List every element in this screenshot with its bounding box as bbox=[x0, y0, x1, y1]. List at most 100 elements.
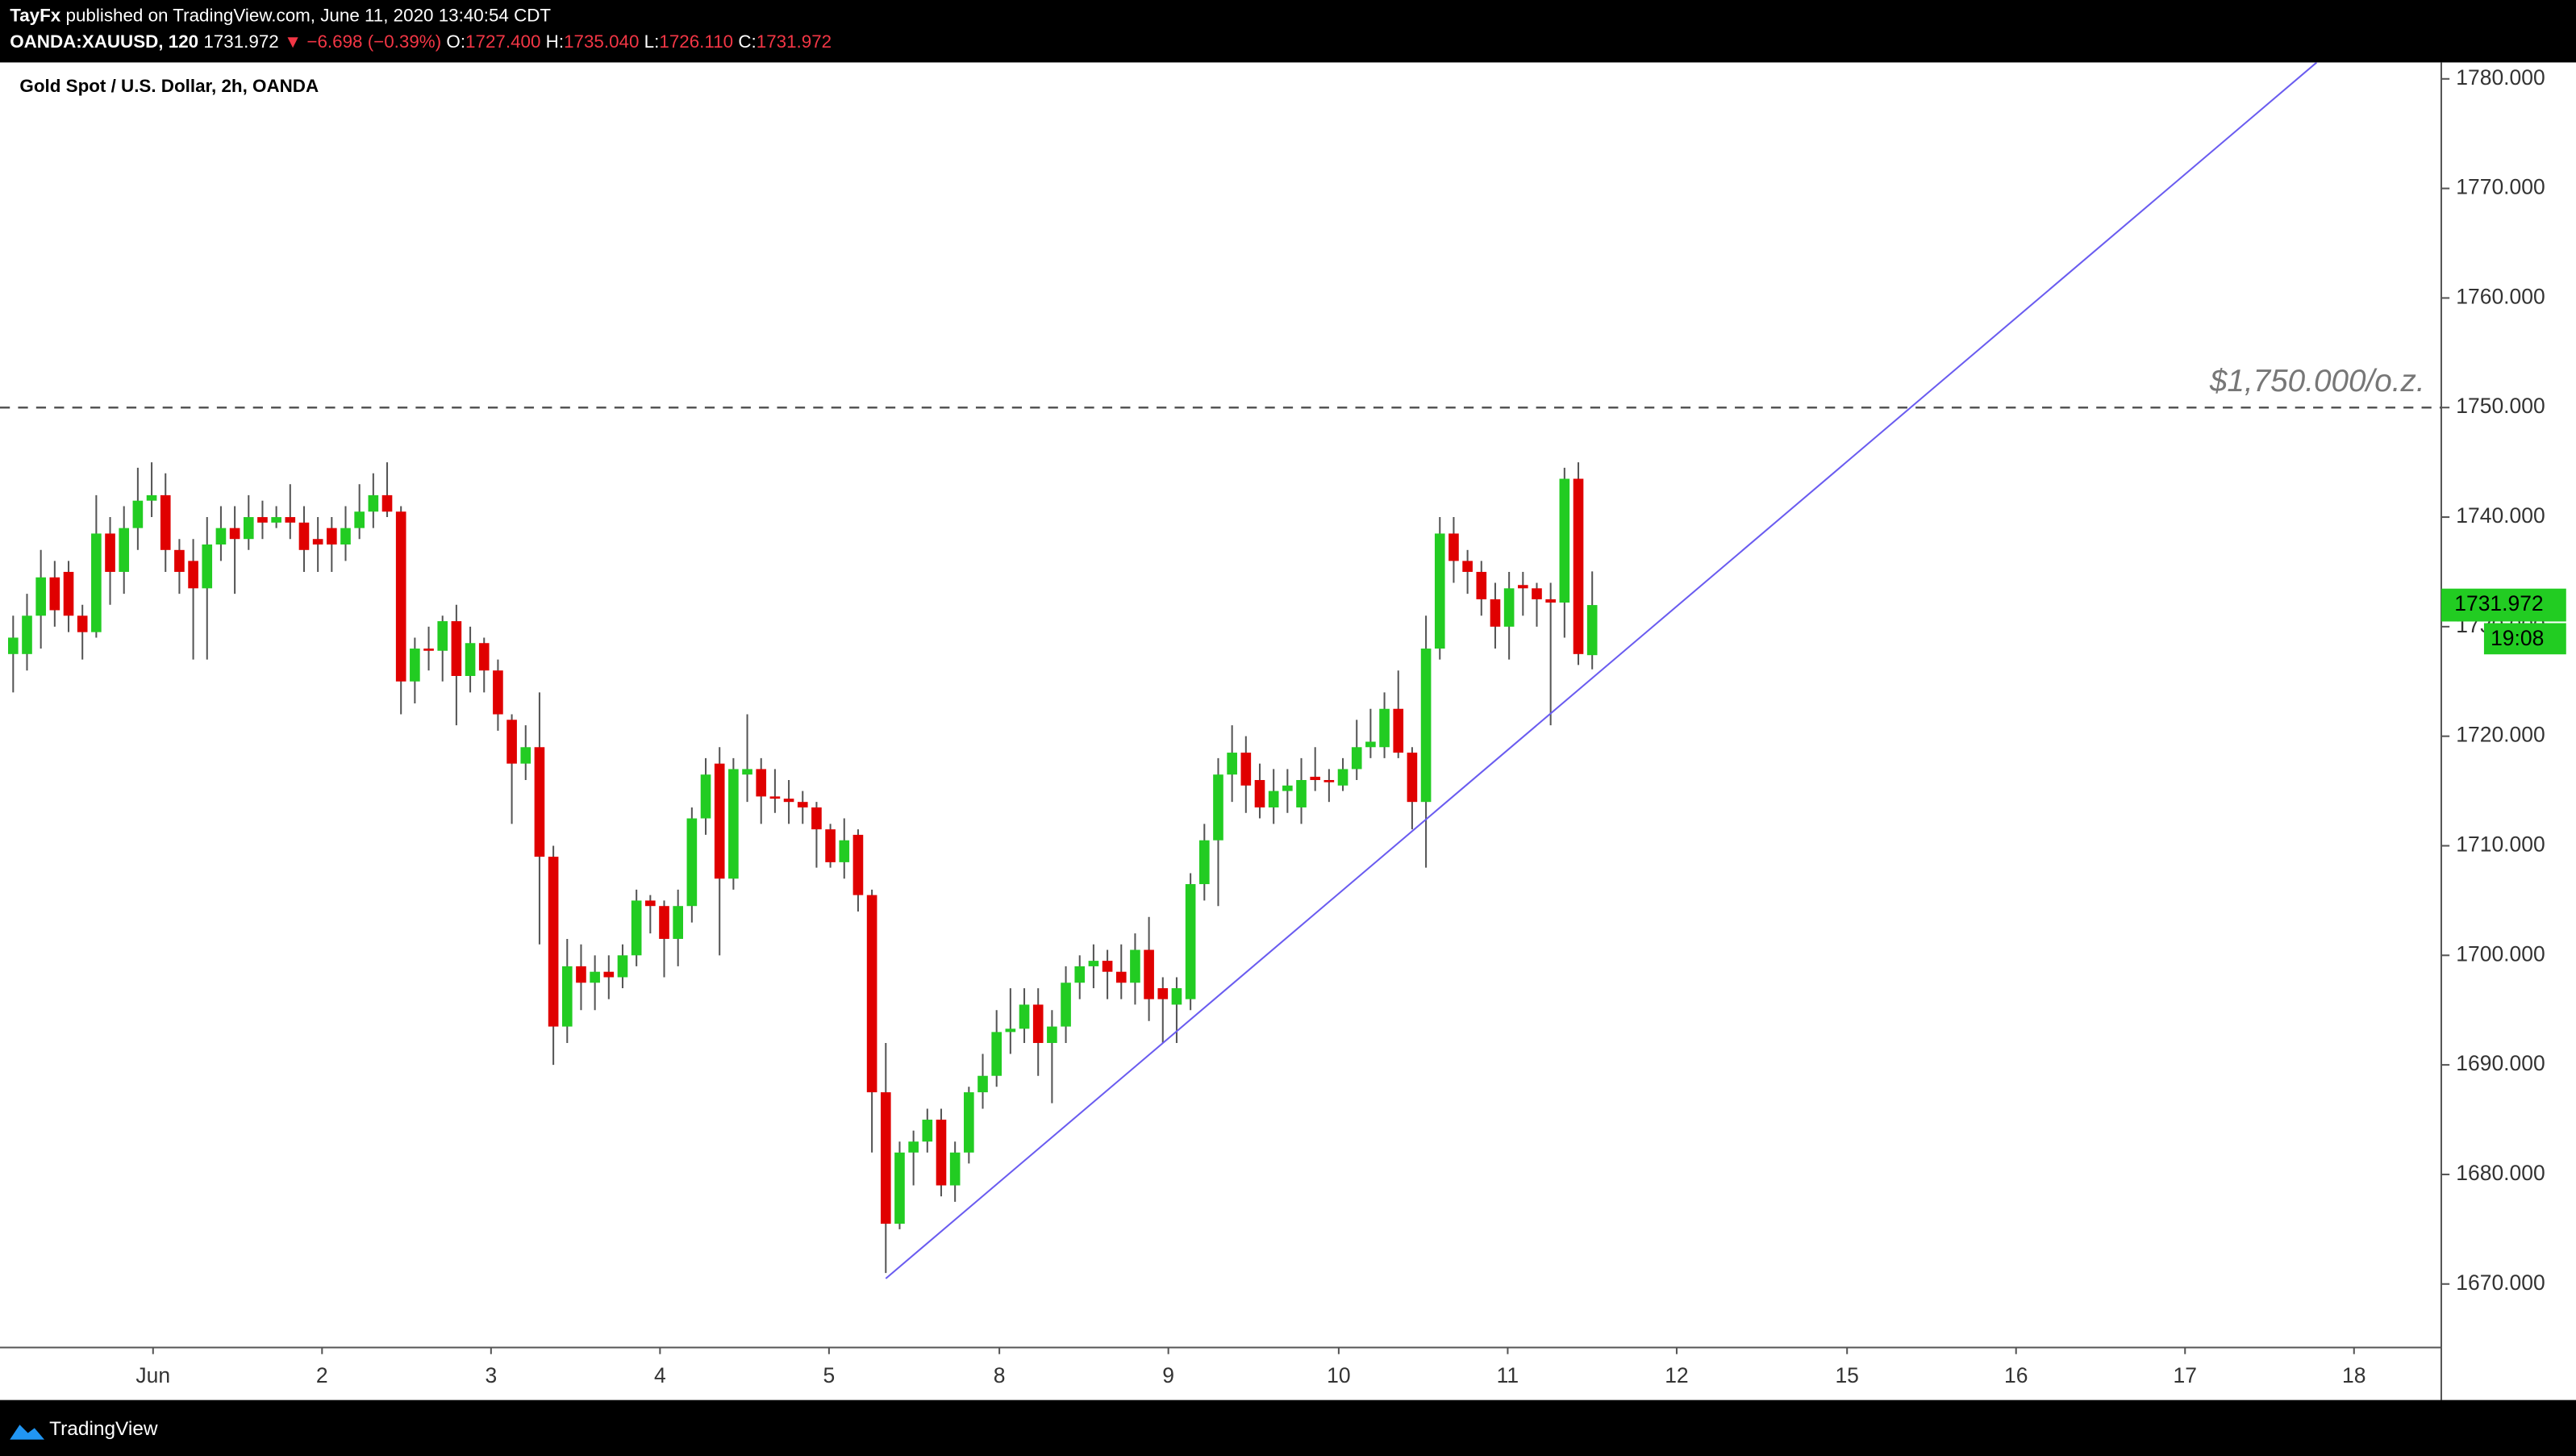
chart-area bbox=[0, 62, 2576, 1400]
candle-body bbox=[1365, 741, 1376, 748]
candle-body bbox=[1379, 708, 1390, 748]
y-tick-label: 1780.000 bbox=[2456, 65, 2545, 90]
candle-body bbox=[880, 1092, 891, 1224]
candle-body bbox=[631, 900, 642, 956]
candle-body bbox=[1337, 769, 1348, 786]
candle-body bbox=[1157, 988, 1169, 999]
symbol: OANDA:XAUUSD, 120 bbox=[10, 31, 198, 52]
last-price-box bbox=[2441, 588, 2566, 622]
candle-body bbox=[1282, 785, 1293, 791]
candle-body bbox=[1490, 599, 1501, 627]
candle-body bbox=[1102, 961, 1113, 972]
candle-body bbox=[1240, 753, 1252, 786]
candle-body bbox=[1061, 982, 1071, 1027]
c-label: C: bbox=[738, 31, 756, 52]
candle-body bbox=[576, 966, 586, 983]
candle-body bbox=[35, 577, 46, 616]
candle-body bbox=[1047, 1026, 1057, 1043]
y-tick-label: 1770.000 bbox=[2456, 175, 2545, 199]
candle-body bbox=[465, 643, 476, 676]
y-tick-label: 1740.000 bbox=[2456, 503, 2545, 528]
candle-body bbox=[1517, 585, 1528, 589]
candle-body bbox=[478, 643, 490, 671]
candle-body bbox=[1185, 884, 1196, 999]
candle-body bbox=[908, 1141, 919, 1153]
x-tick-label: 5 bbox=[823, 1363, 836, 1387]
candle-body bbox=[1115, 971, 1127, 983]
candle-body bbox=[1296, 780, 1307, 807]
y-tick-label: 1670.000 bbox=[2456, 1270, 2545, 1295]
candle-body bbox=[839, 840, 850, 862]
candle-body bbox=[243, 517, 254, 540]
footer-bar bbox=[0, 1400, 2576, 1456]
candle-body bbox=[1019, 1004, 1030, 1029]
h-label: H: bbox=[546, 31, 564, 52]
y-tick-label: 1710.000 bbox=[2456, 832, 2545, 857]
candle-body bbox=[91, 533, 102, 632]
candle-body bbox=[534, 747, 545, 857]
countdown-label: 19:08 bbox=[2491, 626, 2544, 650]
candle-body bbox=[1462, 561, 1473, 572]
candle-body bbox=[1213, 774, 1223, 841]
candle-body bbox=[1310, 776, 1321, 781]
candle-body bbox=[298, 522, 310, 550]
h-value: 1735.040 bbox=[564, 31, 639, 52]
candle-body bbox=[742, 769, 752, 775]
candle-body bbox=[506, 720, 517, 764]
candle-body bbox=[852, 834, 864, 895]
candle-body bbox=[949, 1152, 961, 1186]
candle-body bbox=[561, 966, 573, 1027]
candle-body bbox=[215, 528, 227, 545]
candle-body bbox=[271, 517, 281, 523]
published: published on TradingView.com, June 11, 2… bbox=[66, 5, 552, 25]
candle-body bbox=[368, 494, 379, 512]
brand: TradingView bbox=[49, 1418, 158, 1440]
x-tick-label: 10 bbox=[1327, 1363, 1350, 1387]
header-bar bbox=[0, 0, 2576, 63]
x-tick-label: 8 bbox=[994, 1363, 1006, 1387]
plot-layer bbox=[0, 62, 2441, 1279]
candle-body bbox=[1254, 780, 1265, 807]
candle-body bbox=[1559, 478, 1570, 603]
candle-body bbox=[866, 895, 877, 1093]
candle-body bbox=[174, 549, 185, 572]
candle-body bbox=[1573, 478, 1584, 654]
candle-body bbox=[825, 829, 836, 862]
candle-body bbox=[1227, 753, 1237, 775]
candle-body bbox=[381, 494, 393, 512]
y-tick-label: 1760.000 bbox=[2456, 284, 2545, 308]
candle-body bbox=[1005, 1028, 1016, 1033]
x-tick-label: 15 bbox=[1835, 1363, 1858, 1387]
candle-body bbox=[728, 769, 739, 879]
candle-body bbox=[617, 955, 628, 978]
candle-body bbox=[188, 561, 198, 589]
candle-body bbox=[1198, 840, 1210, 885]
candle-body bbox=[686, 818, 698, 907]
l-value: 1726.110 bbox=[659, 31, 733, 52]
candle-body bbox=[77, 615, 88, 632]
x-tick-label: 4 bbox=[654, 1363, 666, 1387]
y-tick-label: 1690.000 bbox=[2456, 1051, 2545, 1075]
candle-body bbox=[1088, 961, 1099, 966]
arrow: ▼ bbox=[284, 31, 302, 52]
quote-line: OANDA:XAUUSD, 120 1731.972 ▼ −6.698 (−0.… bbox=[10, 31, 832, 52]
chart-title: Gold Spot / U.S. Dollar, 2h, OANDA bbox=[19, 76, 319, 96]
candle-body bbox=[146, 494, 157, 501]
candle-body bbox=[659, 906, 669, 939]
candle-body bbox=[673, 906, 683, 939]
candle-body bbox=[285, 517, 296, 523]
x-tick-label: 17 bbox=[2174, 1363, 2197, 1387]
candle-body bbox=[700, 774, 711, 819]
x-tick-label: Jun bbox=[135, 1363, 170, 1387]
candle-body bbox=[1448, 533, 1459, 561]
candle-body bbox=[354, 511, 365, 528]
candle-body bbox=[202, 544, 213, 589]
horizontal-line-label: $1,750.000/o.z. bbox=[2209, 364, 2425, 398]
candle-body bbox=[63, 571, 74, 616]
candle-body bbox=[1268, 791, 1279, 807]
y-tick-label: 1720.000 bbox=[2456, 723, 2545, 747]
candle-body bbox=[797, 802, 808, 807]
candle-body bbox=[603, 971, 615, 978]
